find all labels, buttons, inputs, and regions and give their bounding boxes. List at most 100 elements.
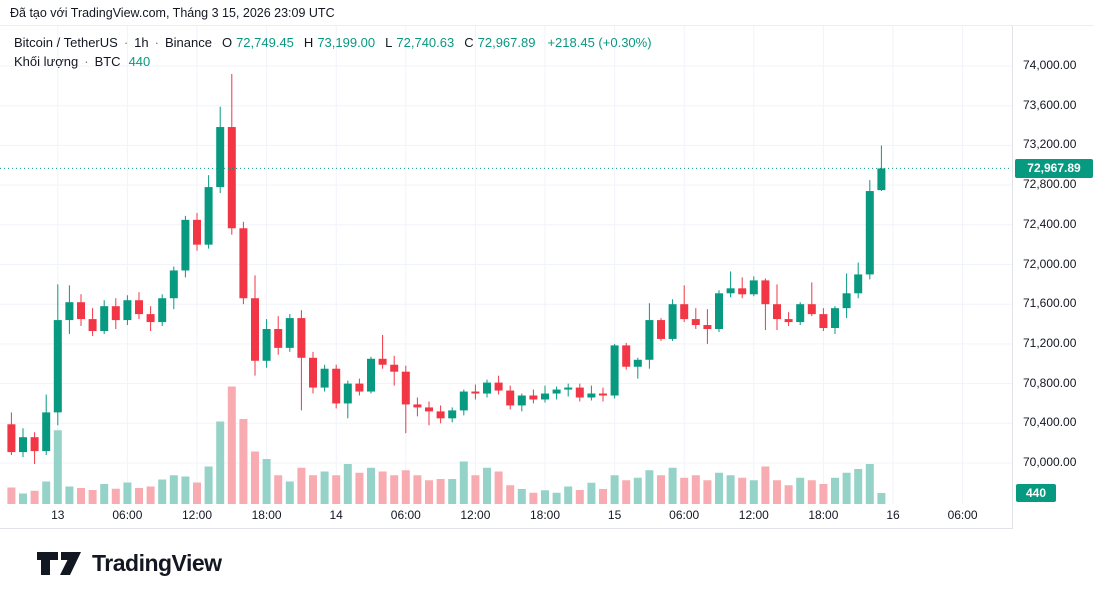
volume-bar [773, 480, 781, 504]
candle-body [599, 393, 607, 396]
candle-body [378, 358, 387, 365]
candle-body [135, 300, 143, 315]
volume-bar [158, 479, 167, 504]
candle-body [274, 329, 283, 348]
candle [216, 106, 225, 194]
price-axis-label: 73,600.00 [1023, 97, 1077, 112]
candle-body [42, 412, 51, 452]
tradingview-logo[interactable]: TradingView [36, 549, 222, 577]
candle [204, 175, 213, 249]
time-axis-label: 14 [329, 508, 343, 522]
volume-bar [401, 470, 410, 504]
candle [610, 343, 619, 399]
volume-bar [425, 480, 433, 504]
candle [436, 405, 445, 424]
volume-bar [691, 475, 700, 504]
low-label: L [385, 35, 393, 50]
volume-bar [367, 467, 375, 504]
candle [749, 276, 758, 297]
candle [865, 180, 874, 280]
candle [146, 306, 155, 331]
current-price-badge: 72,967.89 [1015, 158, 1093, 178]
candle [645, 303, 654, 369]
close-label: C [464, 35, 474, 50]
candle-body [807, 304, 816, 315]
chart-pane[interactable]: Bitcoin / TetherUS · 1h · Binance O 72,74… [0, 26, 1012, 529]
time-axis-label: 16 [886, 508, 900, 522]
candle-body [483, 382, 491, 394]
candle-body [564, 387, 573, 390]
candle [842, 273, 851, 319]
candle-body [448, 410, 457, 419]
time-axis-label: 06:00 [947, 508, 978, 522]
candle-body [738, 288, 747, 295]
volume-bar [831, 477, 839, 504]
candle-body [541, 393, 549, 400]
candle-body [552, 389, 561, 394]
current-volume-badge: 440 [1016, 484, 1056, 502]
candle [587, 385, 596, 401]
volume-bar [668, 467, 677, 504]
candle-body [343, 383, 352, 404]
candle-body [506, 390, 515, 406]
candle-body [668, 304, 677, 339]
candle-body [610, 345, 619, 396]
volume-bar [53, 430, 62, 504]
candle [529, 389, 538, 404]
legend-symbol-row: Bitcoin / TetherUS · 1h · Binance O 72,74… [14, 33, 652, 52]
candle [320, 364, 329, 392]
volume-bar [309, 475, 317, 504]
price-axis-label: 70,800.00 [1023, 375, 1077, 390]
candle [726, 271, 735, 298]
candle [761, 278, 770, 331]
candle [807, 282, 816, 317]
volume-bar [332, 475, 341, 504]
candle [494, 375, 503, 395]
candle [297, 310, 306, 411]
candle-body [181, 219, 190, 271]
candle-body [204, 187, 213, 245]
candle [575, 383, 584, 402]
volume-bar [622, 480, 631, 504]
candle-body [622, 345, 631, 367]
volume-bar [877, 493, 886, 504]
candle [7, 412, 16, 456]
volume-bar [749, 480, 758, 504]
volume-bar [738, 477, 747, 504]
candle-body [309, 357, 317, 388]
volume-bar [262, 459, 271, 504]
candle-body [123, 300, 132, 321]
price-axis-label: 70,400.00 [1023, 415, 1077, 430]
time-axis-label: 06:00 [390, 508, 421, 522]
candle-body [831, 308, 839, 329]
candle [100, 300, 109, 334]
volume-bar [506, 485, 515, 504]
candle-body [158, 298, 167, 323]
candle [88, 308, 97, 336]
volume-bar [88, 490, 97, 504]
symbol-name[interactable]: Bitcoin / TetherUS [14, 35, 118, 50]
price-axis-label: 70,000.00 [1023, 455, 1077, 469]
candle [193, 212, 201, 251]
candle-body [436, 411, 445, 419]
candle [622, 342, 631, 370]
time-axis-label: 06:00 [669, 508, 700, 522]
price-axis[interactable]: 72,967.89 440 74,000.00 73,600.00 73,200.0… [1012, 26, 1094, 529]
volume-bar [343, 464, 352, 504]
interval-label[interactable]: 1h [134, 35, 149, 50]
price-axis-label: 71,200.00 [1023, 335, 1077, 350]
candle-body [633, 359, 642, 367]
candle [599, 387, 607, 402]
volume-bar [65, 486, 74, 504]
time-axis-label: 12:00 [181, 508, 213, 522]
time-axis-label: 12:00 [460, 508, 491, 522]
price-chart-svg[interactable] [0, 26, 1012, 529]
price-axis-label: 73,200.00 [1023, 137, 1077, 152]
tradingview-logo-text: TradingView [92, 549, 222, 576]
volume-bar [42, 481, 51, 504]
volume-bar [100, 484, 109, 504]
volume-bar [761, 466, 770, 504]
candle [691, 308, 700, 330]
candle [877, 145, 886, 191]
candle-body [749, 280, 758, 295]
